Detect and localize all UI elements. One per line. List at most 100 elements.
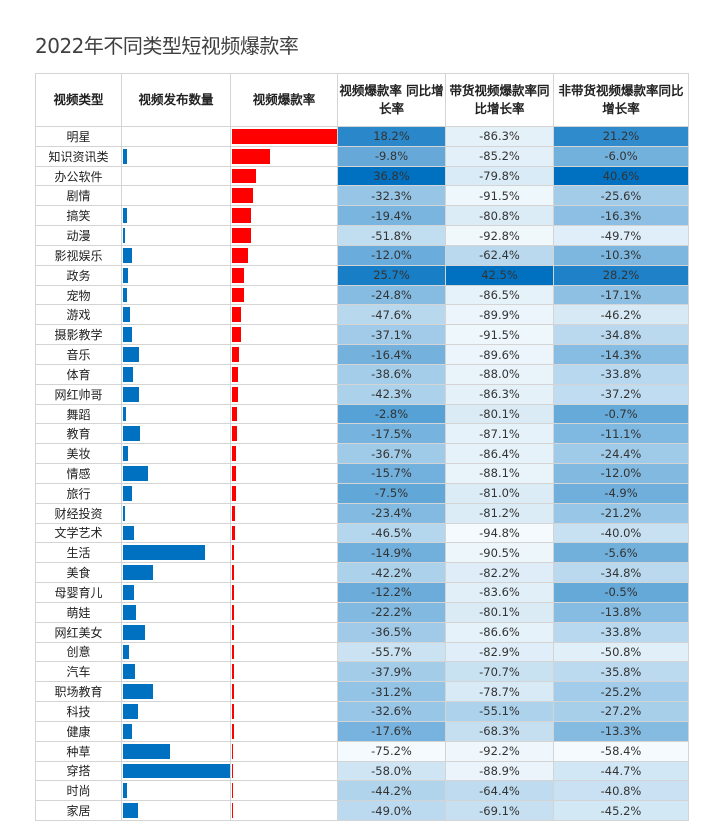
yoy-cell: -37.1% xyxy=(337,324,446,346)
count-bar xyxy=(123,723,132,739)
yoy-cell: 25.7% xyxy=(337,264,446,286)
rate-bar xyxy=(232,743,234,759)
yoy-cell: -42.2% xyxy=(337,562,446,584)
rate-bar xyxy=(232,366,238,382)
rate-bar-cell xyxy=(230,205,338,227)
count-bar-cell xyxy=(121,760,231,782)
table-row: 文学艺术 -46.5% -94.8% -40.0% xyxy=(35,522,689,544)
type-label: 游戏 xyxy=(35,304,122,326)
rate-bar-cell xyxy=(230,562,338,584)
count-bar-cell xyxy=(121,502,231,524)
yoy-nonsell-cell: -0.5% xyxy=(553,582,689,603)
count-bar xyxy=(123,466,148,481)
count-bar xyxy=(123,406,127,422)
table-row: 影视娱乐 -12.0% -62.4% -10.3% xyxy=(35,244,689,266)
table-row: 美妆 -36.7% -86.4% -24.4% xyxy=(35,443,689,465)
rate-bar-cell xyxy=(230,720,338,742)
rate-bar-cell xyxy=(230,641,338,663)
rate-bar xyxy=(232,545,235,561)
yoy-sell-cell: -86.3% xyxy=(445,383,554,405)
rate-bar xyxy=(232,327,241,343)
table-row: 职场教育 -31.2% -78.7% -25.2% xyxy=(35,681,689,703)
table-row: 知识资讯类 -9.8% -85.2% -6.0% xyxy=(35,145,689,167)
yoy-sell-cell: 42.5% xyxy=(445,264,554,286)
count-bar xyxy=(123,565,153,581)
type-label: 汽车 xyxy=(35,661,122,683)
count-bar-cell xyxy=(121,205,231,227)
yoy-nonsell-cell: 28.2% xyxy=(553,264,689,286)
rate-bar xyxy=(232,763,234,779)
count-bar-cell xyxy=(121,423,231,445)
rate-bar xyxy=(232,664,235,680)
yoy-cell: -16.4% xyxy=(337,344,446,365)
rate-bar xyxy=(232,287,244,303)
yoy-nonsell-cell: -27.2% xyxy=(553,701,689,722)
rate-bar-cell xyxy=(230,621,338,643)
count-bar-cell xyxy=(121,522,231,544)
rate-bar-cell xyxy=(230,324,338,346)
yoy-cell: -7.5% xyxy=(337,482,446,504)
count-bar-cell xyxy=(121,244,231,266)
rate-bar-cell xyxy=(230,383,338,405)
yoy-cell: -49.0% xyxy=(337,800,446,821)
yoy-nonsell-cell: -34.8% xyxy=(553,562,689,584)
yoy-sell-cell: -80.1% xyxy=(445,601,554,623)
count-bar xyxy=(123,545,206,561)
count-bar-cell xyxy=(121,720,231,742)
table-row: 明星 18.2% -86.3% 21.2% xyxy=(35,126,689,147)
count-bar-cell xyxy=(121,304,231,326)
yoy-sell-cell: -81.2% xyxy=(445,502,554,524)
count-bar xyxy=(123,247,132,263)
table-row: 美食 -42.2% -82.2% -34.8% xyxy=(35,562,689,584)
count-bar xyxy=(123,208,128,224)
yoy-nonsell-cell: -44.7% xyxy=(553,760,689,782)
table-row: 创意 -55.7% -82.9% -50.8% xyxy=(35,641,689,663)
yoy-sell-cell: -89.9% xyxy=(445,304,554,326)
count-bar-cell xyxy=(121,185,231,207)
table-row: 情感 -15.7% -88.1% -12.0% xyxy=(35,463,689,484)
header-yoy-sell: 带货视频爆款率同比增长率 xyxy=(445,73,554,127)
rate-bar xyxy=(232,406,237,422)
yoy-nonsell-cell: -49.7% xyxy=(553,225,689,246)
count-bar xyxy=(123,664,135,680)
yoy-sell-cell: -81.0% xyxy=(445,482,554,504)
rate-bar-cell xyxy=(230,145,338,167)
yoy-cell: -37.9% xyxy=(337,661,446,683)
type-label: 影视娱乐 xyxy=(35,244,122,266)
yoy-nonsell-cell: -33.8% xyxy=(553,621,689,643)
yoy-sell-cell: -86.3% xyxy=(445,126,554,147)
rate-bar-cell xyxy=(230,244,338,266)
type-label: 剧情 xyxy=(35,185,122,207)
count-bar xyxy=(123,327,132,343)
type-label: 旅行 xyxy=(35,482,122,504)
type-label: 健康 xyxy=(35,720,122,742)
table-row: 萌娃 -22.2% -80.1% -13.8% xyxy=(35,601,689,623)
rate-bar-cell xyxy=(230,522,338,544)
type-label: 动漫 xyxy=(35,225,122,246)
count-bar xyxy=(123,763,230,779)
table-row: 种草 -75.2% -92.2% -58.4% xyxy=(35,740,689,762)
yoy-nonsell-cell: -4.9% xyxy=(553,482,689,504)
count-bar xyxy=(123,307,131,323)
yoy-sell-cell: -88.0% xyxy=(445,363,554,385)
type-label: 萌娃 xyxy=(35,601,122,623)
rate-bar-cell xyxy=(230,304,338,326)
yoy-cell: -51.8% xyxy=(337,225,446,246)
count-bar-cell xyxy=(121,264,231,286)
yoy-nonsell-cell: -50.8% xyxy=(553,641,689,663)
yoy-cell: -44.2% xyxy=(337,780,446,802)
yoy-sell-cell: -82.9% xyxy=(445,641,554,663)
rate-bar-cell xyxy=(230,740,338,762)
yoy-cell: -46.5% xyxy=(337,522,446,544)
rate-bar xyxy=(232,704,234,719)
yoy-cell: -17.6% xyxy=(337,720,446,742)
yoy-sell-cell: -86.5% xyxy=(445,284,554,306)
yoy-nonsell-cell: -46.2% xyxy=(553,304,689,326)
yoy-sell-cell: -92.8% xyxy=(445,225,554,246)
table-row: 教育 -17.5% -87.1% -11.1% xyxy=(35,423,689,445)
rate-bar-cell xyxy=(230,363,338,385)
table-row: 体育 -38.6% -88.0% -33.8% xyxy=(35,363,689,385)
yoy-nonsell-cell: -10.3% xyxy=(553,244,689,266)
type-label: 宠物 xyxy=(35,284,122,306)
rate-bar xyxy=(232,347,239,362)
